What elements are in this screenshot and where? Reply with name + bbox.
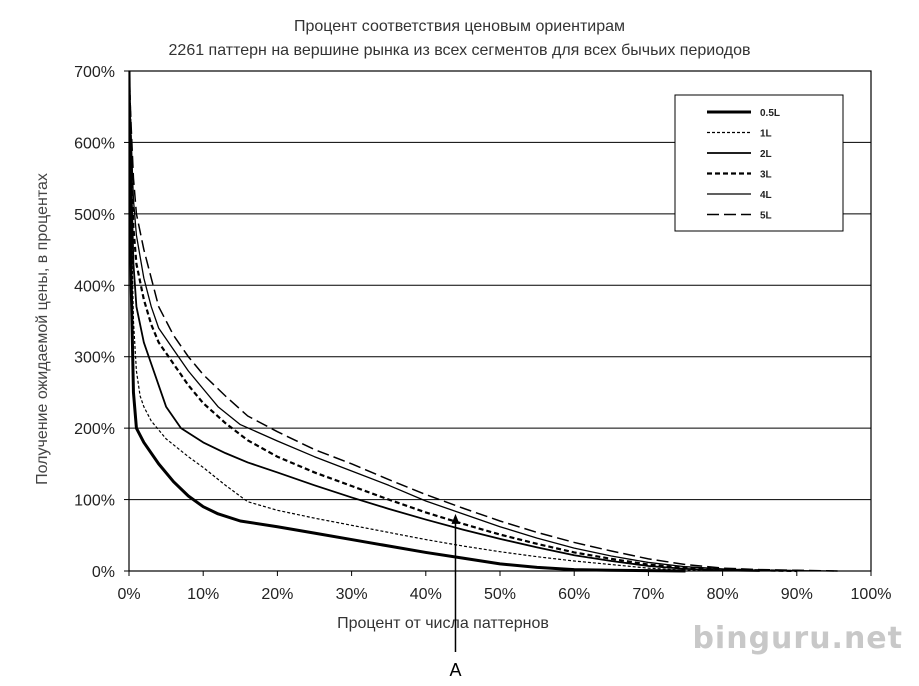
legend-label: 3L — [760, 170, 772, 181]
chart-title: Процент соответствия ценовым ориентирам — [293, 18, 626, 35]
y-tick-label: 500% — [74, 207, 115, 224]
x-tick-label: 20% — [261, 586, 293, 603]
x-tick-label: 50% — [484, 586, 516, 603]
series-line-0.5L — [129, 70, 686, 573]
x-tick-label: 100% — [851, 586, 892, 603]
y-tick-label: 100% — [74, 493, 115, 510]
annotation-label: A — [449, 660, 461, 680]
x-tick-label: 30% — [336, 586, 368, 603]
x-tick-label: 90% — [781, 586, 813, 603]
y-tick-label: 300% — [74, 350, 115, 367]
legend-label: 4L — [760, 190, 772, 201]
x-tick-label: 60% — [558, 586, 590, 603]
series-line-1L — [129, 70, 723, 572]
y-tick-label: 600% — [74, 135, 115, 152]
x-tick-label: 80% — [707, 586, 739, 603]
series-line-2L — [129, 70, 760, 572]
series-line-4L — [129, 70, 834, 572]
legend-label: 1L — [760, 129, 772, 140]
annotation-arrow-head — [451, 513, 460, 524]
watermark: binguru.net — [692, 621, 903, 656]
x-axis-label: Процент от числа паттернов — [337, 615, 549, 632]
series-line-5L — [129, 70, 838, 572]
legend-label: 2L — [760, 149, 772, 160]
chart-subtitle: 2261 паттерн на вершине рынка из всех се… — [168, 42, 751, 59]
x-tick-label: 70% — [632, 586, 664, 603]
y-tick-label: 0% — [92, 564, 115, 581]
x-tick-label: 10% — [187, 586, 219, 603]
series-line-3L — [129, 70, 797, 573]
y-axis-label: Получение ожидаемой цены, в процентах — [34, 173, 51, 485]
x-tick-label: 40% — [410, 586, 442, 603]
x-tick-label: 0% — [117, 586, 140, 603]
legend-label: 5L — [760, 211, 772, 222]
y-tick-label: 700% — [74, 64, 115, 81]
y-tick-label: 400% — [74, 278, 115, 295]
legend-box — [674, 94, 844, 232]
y-tick-label: 200% — [74, 421, 115, 438]
legend-label: 0.5L — [760, 108, 780, 119]
